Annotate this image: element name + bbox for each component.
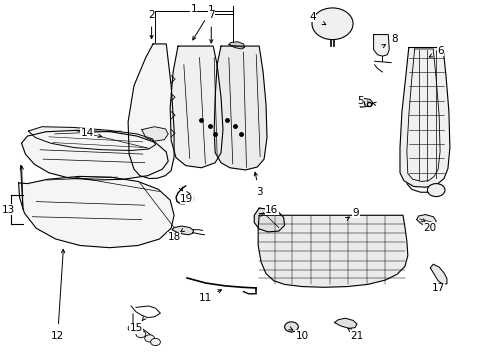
Polygon shape (416, 215, 435, 226)
Polygon shape (357, 98, 372, 107)
Polygon shape (19, 176, 174, 248)
Polygon shape (258, 215, 407, 287)
Polygon shape (128, 44, 174, 179)
Polygon shape (214, 46, 266, 170)
Text: 9: 9 (352, 208, 359, 218)
Circle shape (144, 335, 154, 342)
Circle shape (284, 322, 298, 332)
Text: 20: 20 (422, 222, 435, 233)
Polygon shape (170, 46, 223, 168)
Text: 4: 4 (309, 12, 316, 22)
Text: 7: 7 (207, 10, 214, 20)
Polygon shape (21, 130, 168, 180)
Text: 15: 15 (129, 323, 142, 333)
Text: 10: 10 (295, 330, 308, 341)
Circle shape (136, 330, 145, 338)
Text: 18: 18 (167, 232, 181, 242)
Text: 6: 6 (436, 46, 443, 56)
Circle shape (150, 338, 160, 346)
Polygon shape (28, 127, 155, 150)
Text: 2: 2 (148, 10, 155, 20)
Text: 14: 14 (80, 128, 94, 138)
Text: 21: 21 (349, 330, 363, 341)
Circle shape (128, 325, 138, 332)
Text: 1: 1 (207, 5, 214, 15)
Text: 5: 5 (357, 96, 364, 106)
Polygon shape (373, 35, 388, 56)
Polygon shape (142, 127, 168, 141)
Polygon shape (334, 318, 356, 328)
Polygon shape (399, 48, 449, 187)
Text: 17: 17 (430, 283, 444, 293)
Polygon shape (429, 264, 446, 284)
Text: 16: 16 (264, 204, 278, 215)
Text: 12: 12 (51, 330, 64, 341)
Text: 19: 19 (180, 194, 193, 204)
Text: 8: 8 (390, 34, 397, 44)
Text: 13: 13 (2, 204, 16, 215)
Ellipse shape (311, 8, 352, 40)
Circle shape (427, 184, 444, 197)
Text: 3: 3 (255, 186, 262, 197)
Polygon shape (228, 42, 244, 49)
Text: 11: 11 (198, 293, 212, 303)
Polygon shape (172, 226, 193, 235)
Text: 1: 1 (190, 4, 197, 14)
Polygon shape (254, 208, 284, 232)
